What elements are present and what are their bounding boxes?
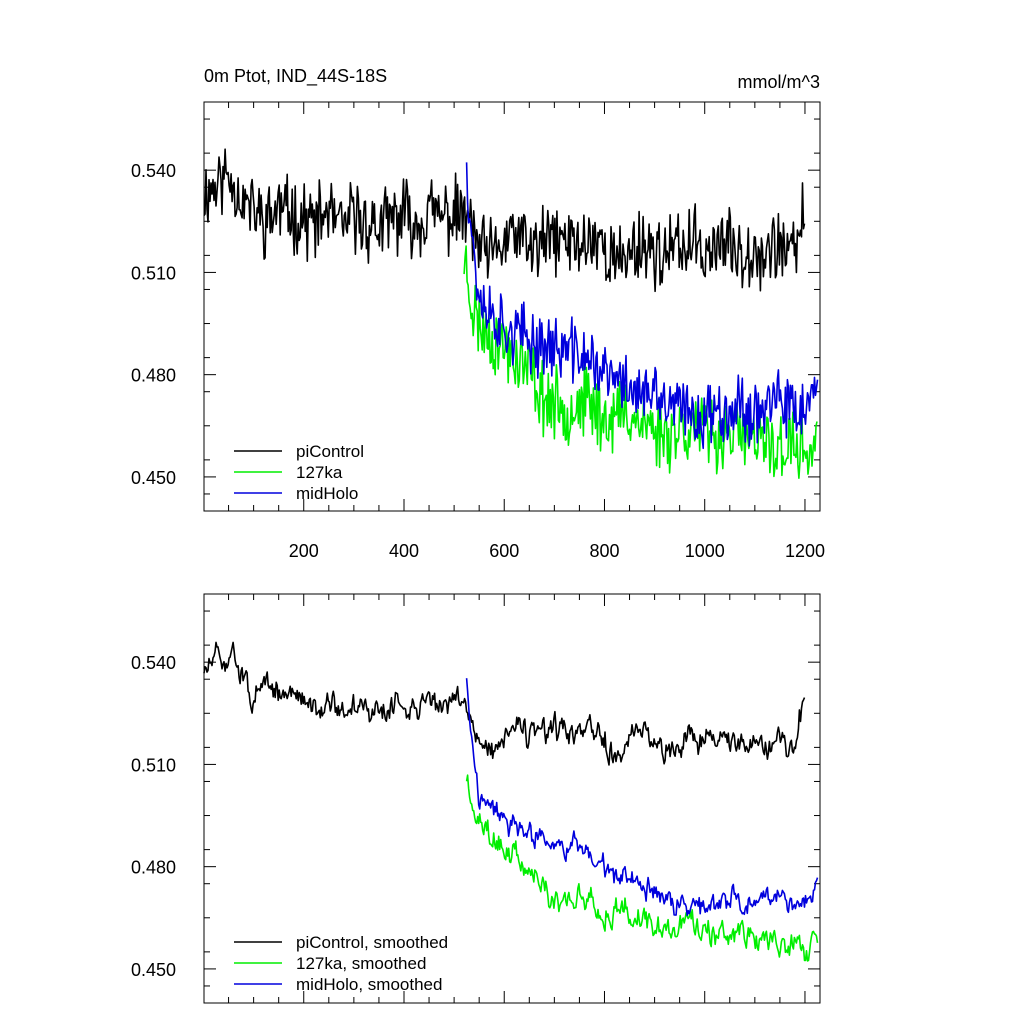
series-line-127ka (463, 245, 818, 479)
chart-title: 0m Ptot, IND_44S-18S (204, 66, 387, 87)
axis-ticks (204, 102, 820, 511)
x-tick-label: 1000 (685, 541, 725, 561)
x-tick-label: 400 (389, 541, 419, 561)
y-tick-label: 0.450 (131, 960, 176, 980)
y-tick-label: 0.510 (131, 263, 176, 283)
series-line-midholo (465, 162, 819, 450)
series-line-midholo-smoothed (465, 678, 819, 917)
y-tick-label: 0.450 (131, 468, 176, 488)
series-line-picontrol-smoothed (203, 641, 806, 766)
y-tick-label: 0.540 (131, 653, 176, 673)
y-axis-labels: 0.450 0.480 0.510 0.540 (131, 653, 176, 980)
y-tick-label: 0.480 (131, 858, 176, 878)
top-panel: 0m Ptot, IND_44S-18S mmol/m^3 0.450 0.480… (131, 66, 825, 561)
series-line-127ka-smoothed (465, 774, 819, 962)
legend-label-127ka: 127ka (296, 463, 343, 482)
units-label: mmol/m^3 (738, 72, 820, 92)
axis-ticks (204, 594, 820, 1003)
x-tick-label: 800 (589, 541, 619, 561)
legend: piControl 127ka midHolo (234, 442, 364, 503)
plot-frame (203, 593, 821, 1004)
plot-frame (203, 101, 821, 512)
y-axis-labels: 0.450 0.480 0.510 0.540 (131, 161, 176, 488)
x-tick-label: 1200 (785, 541, 825, 561)
x-tick-label: 600 (489, 541, 519, 561)
series-group (203, 641, 819, 962)
legend-label-picontrol-smoothed: piControl, smoothed (296, 933, 448, 952)
legend: piControl, smoothed 127ka, smoothed midH… (234, 933, 448, 994)
series-line-picontrol (203, 148, 806, 293)
legend-label-midholo-smoothed: midHolo, smoothed (296, 975, 442, 994)
x-axis-labels: 200 400 600 800 1000 1200 (289, 541, 825, 561)
y-tick-label: 0.540 (131, 161, 176, 181)
bottom-panel: 0.450 0.480 0.510 0.540 piControl, smoothed… (131, 593, 821, 1004)
y-tick-label: 0.480 (131, 366, 176, 386)
legend-label-midholo: midHolo (296, 484, 358, 503)
legend-label-picontrol: piControl (296, 442, 364, 461)
series-group (203, 148, 819, 479)
y-tick-label: 0.510 (131, 755, 176, 775)
x-tick-label: 200 (289, 541, 319, 561)
legend-label-127ka-smoothed: 127ka, smoothed (296, 954, 426, 973)
